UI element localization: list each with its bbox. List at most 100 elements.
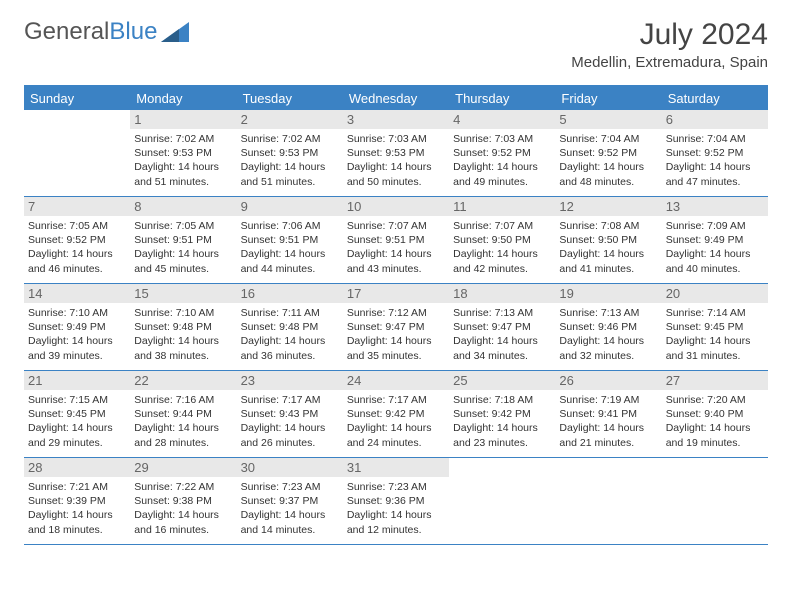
daylight-text: Daylight: 14 hours and 19 minutes. (666, 421, 764, 449)
daylight-text: Daylight: 14 hours and 38 minutes. (134, 334, 232, 362)
sunrise-text: Sunrise: 7:12 AM (347, 306, 445, 320)
day-cell: 24Sunrise: 7:17 AMSunset: 9:42 PMDayligh… (343, 371, 449, 457)
logo-text-blue: Blue (109, 18, 157, 46)
sunset-text: Sunset: 9:42 PM (453, 407, 551, 421)
daylight-text: Daylight: 14 hours and 50 minutes. (347, 160, 445, 188)
day-number: 15 (130, 284, 236, 303)
day-number: 29 (130, 458, 236, 477)
day-info: Sunrise: 7:23 AMSunset: 9:37 PMDaylight:… (241, 480, 339, 537)
day-cell: 16Sunrise: 7:11 AMSunset: 9:48 PMDayligh… (237, 284, 343, 370)
day-number: 16 (237, 284, 343, 303)
day-info: Sunrise: 7:19 AMSunset: 9:41 PMDaylight:… (559, 393, 657, 450)
sunrise-text: Sunrise: 7:20 AM (666, 393, 764, 407)
day-cell (24, 110, 130, 196)
sunrise-text: Sunrise: 7:21 AM (28, 480, 126, 494)
sunset-text: Sunset: 9:42 PM (347, 407, 445, 421)
sunrise-text: Sunrise: 7:10 AM (28, 306, 126, 320)
sunset-text: Sunset: 9:39 PM (28, 494, 126, 508)
sunset-text: Sunset: 9:51 PM (134, 233, 232, 247)
day-cell: 23 Sunrise: 7:17 AMSunset: 9:43 PMDayligh… (237, 371, 343, 457)
daylight-text: Daylight: 14 hours and 42 minutes. (453, 247, 551, 275)
day-cell: 10Sunrise: 7:07 AMSunset: 9:51 PMDayligh… (343, 197, 449, 283)
day-number: 30 (237, 458, 343, 477)
sunrise-text: Sunrise: 7:13 AM (559, 306, 657, 320)
sunrise-text: Sunrise: 7:07 AM (453, 219, 551, 233)
day-number: 20 (662, 284, 768, 303)
sunset-text: Sunset: 9:45 PM (666, 320, 764, 334)
day-cell: 19Sunrise: 7:13 AMSunset: 9:46 PMDayligh… (555, 284, 661, 370)
day-cell: 12Sunrise: 7:08 AMSunset: 9:50 PMDayligh… (555, 197, 661, 283)
daylight-text: Daylight: 14 hours and 24 minutes. (347, 421, 445, 449)
day-info: Sunrise: 7:05 AMSunset: 9:51 PMDaylight:… (134, 219, 232, 276)
daylight-text: Daylight: 14 hours and 32 minutes. (559, 334, 657, 362)
daylight-text: Daylight: 14 hours and 51 minutes. (134, 160, 232, 188)
sunset-text: Sunset: 9:49 PM (28, 320, 126, 334)
sunset-text: Sunset: 9:50 PM (559, 233, 657, 247)
sunset-text: Sunset: 9:53 PM (134, 146, 232, 160)
day-cell: 27Sunrise: 7:20 AMSunset: 9:40 PMDayligh… (662, 371, 768, 457)
daylight-text: Daylight: 14 hours and 12 minutes. (347, 508, 445, 536)
daylight-text: Daylight: 14 hours and 40 minutes. (666, 247, 764, 275)
daylight-text: Daylight: 14 hours and 43 minutes. (347, 247, 445, 275)
day-header-wed: Wednesday (343, 87, 449, 110)
day-info: Sunrise: 7:03 AMSunset: 9:53 PMDaylight:… (347, 132, 445, 189)
sunrise-text: Sunrise: 7:08 AM (559, 219, 657, 233)
daylight-text: Daylight: 14 hours and 18 minutes. (28, 508, 126, 536)
day-header-fri: Friday (555, 87, 661, 110)
sunset-text: Sunset: 9:46 PM (559, 320, 657, 334)
day-info: Sunrise: 7:13 AMSunset: 9:46 PMDaylight:… (559, 306, 657, 363)
day-number: 31 (343, 458, 449, 477)
day-info: Sunrise: 7:10 AMSunset: 9:48 PMDaylight:… (134, 306, 232, 363)
day-number: 26 (555, 371, 661, 390)
sunset-text: Sunset: 9:52 PM (559, 146, 657, 160)
sunrise-text: Sunrise: 7:14 AM (666, 306, 764, 320)
daylight-text: Daylight: 14 hours and 34 minutes. (453, 334, 551, 362)
daylight-text: Daylight: 14 hours and 16 minutes. (134, 508, 232, 536)
sunset-text: Sunset: 9:53 PM (241, 146, 339, 160)
day-cell: 2Sunrise: 7:02 AMSunset: 9:53 PMDaylight… (237, 110, 343, 196)
day-info: Sunrise: 7:17 AMSunset: 9:43 PMDaylight:… (241, 393, 339, 450)
sunset-text: Sunset: 9:47 PM (347, 320, 445, 334)
day-cell: 8Sunrise: 7:05 AMSunset: 9:51 PMDaylight… (130, 197, 236, 283)
day-number: 28 (24, 458, 130, 477)
sunrise-text: Sunrise: 7:03 AM (347, 132, 445, 146)
day-info: Sunrise: 7:02 AMSunset: 9:53 PMDaylight:… (134, 132, 232, 189)
day-info: Sunrise: 7:03 AMSunset: 9:52 PMDaylight:… (453, 132, 551, 189)
day-info: Sunrise: 7:08 AMSunset: 9:50 PMDaylight:… (559, 219, 657, 276)
sunset-text: Sunset: 9:37 PM (241, 494, 339, 508)
week-row: 7Sunrise: 7:05 AMSunset: 9:52 PMDaylight… (24, 197, 768, 284)
day-info: Sunrise: 7:04 AMSunset: 9:52 PMDaylight:… (666, 132, 764, 189)
day-header-thu: Thursday (449, 87, 555, 110)
day-info: Sunrise: 7:12 AMSunset: 9:47 PMDaylight:… (347, 306, 445, 363)
sunset-text: Sunset: 9:51 PM (347, 233, 445, 247)
day-info: Sunrise: 7:10 AMSunset: 9:49 PMDaylight:… (28, 306, 126, 363)
page-header: GeneralBlue July 2024 Medellin, Extremad… (0, 0, 792, 77)
day-number: 3 (343, 110, 449, 129)
day-info: Sunrise: 7:04 AMSunset: 9:52 PMDaylight:… (559, 132, 657, 189)
day-cell: 4Sunrise: 7:03 AMSunset: 9:52 PMDaylight… (449, 110, 555, 196)
day-header-sun: Sunday (24, 87, 130, 110)
day-cell: 28 Sunrise: 7:21 AMSunset: 9:39 PMDayligh… (24, 458, 130, 544)
title-block: July 2024 Medellin, Extremadura, Spain (571, 18, 768, 71)
day-info: Sunrise: 7:15 AMSunset: 9:45 PMDaylight:… (28, 393, 126, 450)
sunrise-text: Sunrise: 7:23 AM (241, 480, 339, 494)
daylight-text: Daylight: 14 hours and 23 minutes. (453, 421, 551, 449)
day-number: 23 (237, 371, 343, 390)
sunrise-text: Sunrise: 7:16 AM (134, 393, 232, 407)
daylight-text: Daylight: 14 hours and 47 minutes. (666, 160, 764, 188)
weeks-container: 1Sunrise: 7:02 AMSunset: 9:53 PMDaylight… (24, 110, 768, 545)
day-number: 17 (343, 284, 449, 303)
day-cell (449, 458, 555, 544)
sunset-text: Sunset: 9:52 PM (28, 233, 126, 247)
day-cell: 17 Sunrise: 7:12 AMSunset: 9:47 PMDayligh… (343, 284, 449, 370)
sunset-text: Sunset: 9:44 PM (134, 407, 232, 421)
day-cell: 18Sunrise: 7:13 AMSunset: 9:47 PMDayligh… (449, 284, 555, 370)
day-info: Sunrise: 7:05 AMSunset: 9:52 PMDaylight:… (28, 219, 126, 276)
day-cell (662, 458, 768, 544)
day-info: Sunrise: 7:14 AMSunset: 9:45 PMDaylight:… (666, 306, 764, 363)
sunrise-text: Sunrise: 7:06 AM (241, 219, 339, 233)
sunrise-text: Sunrise: 7:19 AM (559, 393, 657, 407)
sunset-text: Sunset: 9:50 PM (453, 233, 551, 247)
week-row: 14Sunrise: 7:10 AMSunset: 9:49 PMDayligh… (24, 284, 768, 371)
day-header-tue: Tuesday (237, 87, 343, 110)
